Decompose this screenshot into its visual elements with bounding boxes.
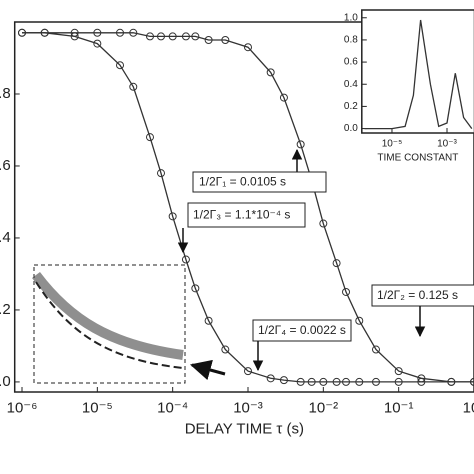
x-tick-label: 10⁻³: [233, 399, 263, 416]
marker: [145, 32, 154, 41]
y-tick-label: 0.6: [344, 57, 358, 68]
marker: [116, 28, 125, 37]
marker: [93, 39, 102, 48]
marker: [470, 377, 474, 386]
marker: [168, 32, 177, 41]
marker: [204, 35, 213, 44]
x-tick-label: 10⁻⁵: [82, 399, 113, 416]
zoom-box: [33, 264, 186, 384]
marker: [116, 61, 125, 70]
y-tick-label: 0.4: [0, 229, 11, 246]
y-tick-label: 0.2: [344, 101, 358, 112]
marker: [191, 284, 200, 293]
marker: [417, 374, 426, 383]
marker: [266, 374, 275, 383]
marker: [156, 169, 165, 178]
marker: [296, 377, 305, 386]
marker: [129, 82, 138, 91]
annotation: 1/2Γ₃ = 1.1*10⁻⁴ s: [193, 208, 290, 222]
marker: [307, 377, 316, 386]
marker: [355, 316, 364, 325]
marker: [129, 28, 138, 37]
series-line: [364, 19, 473, 130]
x-tick-label: 10⁻⁶: [7, 399, 38, 416]
y-tick-label: 0.8: [0, 85, 11, 102]
x-tick-label: 10⁻⁴: [157, 399, 188, 416]
annotation-box: [252, 319, 352, 342]
marker: [371, 377, 380, 386]
inset-plot: 0.0 0.2 0.4 0.6 0.8 1.0 10⁻⁵ 10⁻³ TIME CONSTANT: [344, 9, 474, 164]
marker: [93, 28, 102, 37]
zoom-arrow: [189, 359, 226, 381]
marker: [279, 93, 288, 102]
marker: [18, 28, 27, 37]
marker: [40, 28, 49, 37]
marker: [145, 133, 154, 142]
x-tick-label: 10⁰: [463, 399, 474, 416]
zoom-curve: [32, 271, 184, 360]
y-tick-label: 0.2: [0, 301, 11, 318]
marker: [181, 32, 190, 41]
x-axis-label: DELAY TIME τ (s): [185, 420, 304, 437]
marker: [181, 255, 190, 264]
marker: [191, 32, 200, 41]
annotation-box: [187, 202, 306, 228]
y-tick-label: 0.4: [344, 79, 358, 90]
marker: [221, 35, 230, 44]
marker: [244, 43, 253, 52]
marker: [221, 345, 230, 354]
annotation: 1/2Γ₁ = 0.0105 s: [199, 175, 286, 189]
y-tick-label: 0.8: [344, 35, 358, 46]
marker: [204, 316, 213, 325]
marker: [279, 376, 288, 385]
zoom-fit: [35, 281, 184, 369]
marker: [447, 377, 456, 386]
annotation: 1/2Γ₄ = 0.0022 s: [258, 323, 346, 337]
x-tick-label: 10⁻¹: [384, 399, 414, 416]
marker: [342, 287, 351, 296]
marker: [156, 32, 165, 41]
marker: [319, 219, 328, 228]
marker: [70, 28, 79, 37]
x-tick-label: 10⁻²: [309, 399, 339, 416]
series-line: [22, 32, 474, 383]
marker: [244, 367, 253, 376]
x-tick-label: 10⁻⁵: [382, 139, 403, 150]
marker: [371, 345, 380, 354]
marker: [394, 367, 403, 376]
annotation-box: [371, 284, 474, 307]
marker: [394, 377, 403, 386]
x-axis-label: TIME CONSTANT: [377, 153, 458, 164]
plot-frame: [361, 9, 474, 134]
marker: [296, 140, 305, 149]
annotation: 1/2Γ₂ = 0.125 s: [377, 288, 458, 302]
marker: [342, 377, 351, 386]
y-tick-label: 0.0: [344, 123, 358, 134]
y-tick-label: 0.6: [0, 157, 11, 174]
marker: [355, 377, 364, 386]
y-tick-label: 1.0: [344, 12, 358, 23]
marker: [332, 377, 341, 386]
annotation-box: [192, 171, 327, 193]
marker: [168, 212, 177, 221]
marker: [332, 259, 341, 268]
marker: [319, 377, 328, 386]
x-tick-label: 10⁻³: [437, 139, 457, 150]
marker: [266, 68, 275, 77]
series-line: [22, 32, 474, 383]
y-tick-label: 0.0: [0, 373, 11, 390]
